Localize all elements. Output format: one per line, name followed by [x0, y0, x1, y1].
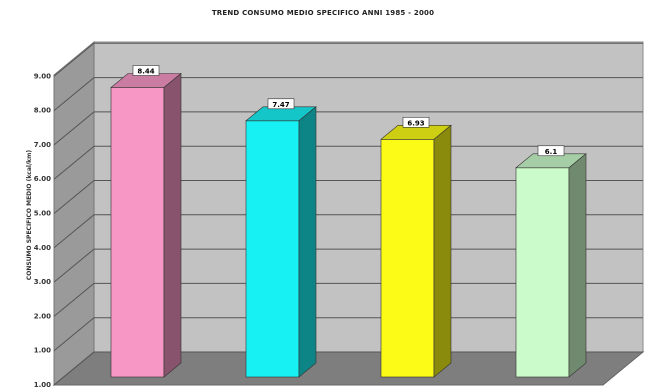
data-label-box — [267, 98, 295, 110]
y-tick-label: 3.00 — [34, 278, 51, 286]
bar-side — [568, 153, 587, 378]
gridline — [53, 317, 643, 352]
bar-front — [380, 139, 435, 378]
grid-lines — [53, 42, 643, 386]
y-tick-label: 2.00 — [34, 312, 51, 320]
bar-front — [245, 120, 300, 378]
y-tick-label: 9.00 — [34, 72, 51, 80]
bars: 8.44 7.47 6.93 6.1 — [110, 65, 587, 378]
gridline — [53, 111, 643, 146]
y-axis-ticks: 1.00 1.00 2.00 3.00 4.00 5.00 6.00 7.00 8.00 9.00 — [34, 72, 51, 388]
y-tick-label: 6.00 — [34, 175, 51, 183]
y-axis-label: CONSUMO SPECIFICO MEDIO (kcal/km) — [26, 150, 33, 281]
y-tick-label: 5.00 — [34, 210, 51, 218]
bar: 8.44 — [110, 65, 182, 378]
data-label-box — [537, 145, 565, 157]
gridline — [53, 77, 643, 111]
bar-side — [163, 72, 182, 378]
y-tick-label: 4.00 — [34, 244, 51, 252]
gridline — [53, 248, 643, 283]
gridline — [53, 180, 643, 214]
data-label: 6.1 — [545, 148, 558, 156]
y-tick-label: 1.00 — [34, 381, 51, 388]
y-tick-label: 1.00 — [34, 347, 51, 355]
gridline — [53, 145, 643, 180]
data-label-box — [132, 65, 160, 76]
chart-side-wall — [53, 40, 95, 387]
gridline — [53, 351, 643, 386]
y-tick-label: 7.00 — [34, 141, 51, 149]
bar-front — [110, 87, 165, 378]
gridline — [53, 214, 643, 249]
y-tick-label: 8.00 — [34, 107, 51, 115]
gridline — [53, 42, 643, 77]
chart-title: TREND CONSUMO MEDIO SPECIFICO ANNI 1985 … — [211, 9, 435, 17]
data-label: 6.93 — [407, 119, 424, 127]
data-label-box — [402, 117, 430, 128]
bar-front — [515, 167, 570, 378]
bar-side — [298, 106, 317, 378]
data-label: 8.44 — [137, 68, 154, 76]
data-label: 7.47 — [272, 101, 289, 109]
bar: 6.93 — [380, 117, 452, 378]
gridline — [53, 282, 643, 317]
bar-side — [433, 124, 452, 378]
bar: 6.1 — [515, 145, 587, 378]
bar: 7.47 — [245, 98, 317, 378]
